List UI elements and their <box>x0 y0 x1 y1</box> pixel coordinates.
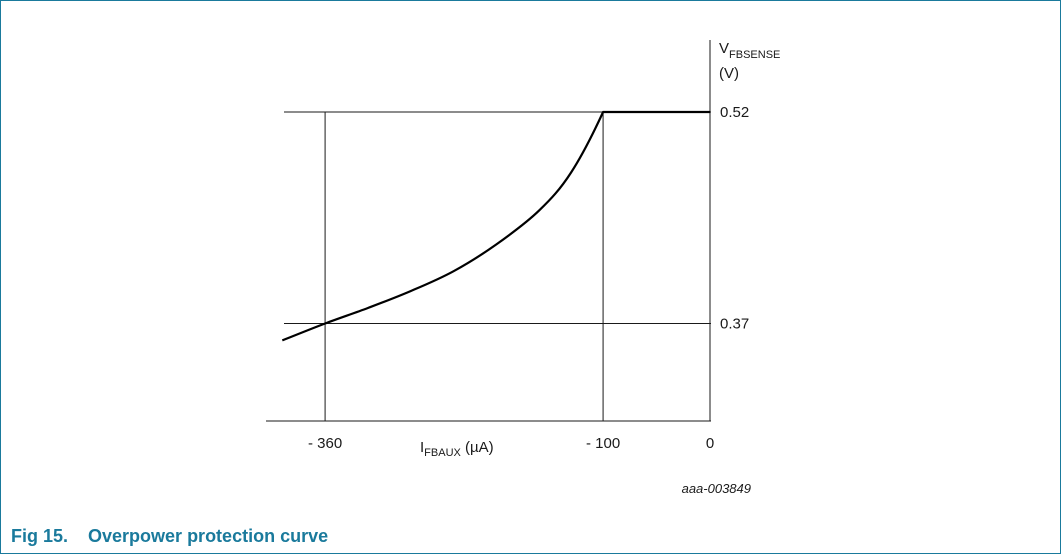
reference-lines <box>284 111 711 421</box>
figure-caption: Fig 15. Overpower protection curve <box>11 526 328 547</box>
figure-reference-id: aaa-003849 <box>682 481 751 496</box>
series-curve <box>281 110 710 342</box>
x-tick-label: - 100 <box>586 435 620 452</box>
series-layer <box>281 110 710 342</box>
y-tick-label: 0.52 <box>720 104 749 121</box>
axis-labels: VFBSENSE (V) IFBAUX (µA) aaa-003849 <box>420 40 780 496</box>
y-axis-unit: (V) <box>719 65 739 82</box>
figure-number: Fig 15. <box>11 526 69 546</box>
tick-labels: 0.52 0.37 - 360 - 100 0 <box>308 104 749 452</box>
figure-title: Overpower protection curve <box>88 526 329 546</box>
y-axis-title: VFBSENSE <box>719 40 780 61</box>
axes <box>266 40 711 422</box>
x-tick-label: - 360 <box>308 435 342 452</box>
x-tick-label: 0 <box>706 435 714 452</box>
y-tick-label: 0.37 <box>720 316 749 333</box>
x-axis-title: IFBAUX (µA) <box>420 439 494 459</box>
